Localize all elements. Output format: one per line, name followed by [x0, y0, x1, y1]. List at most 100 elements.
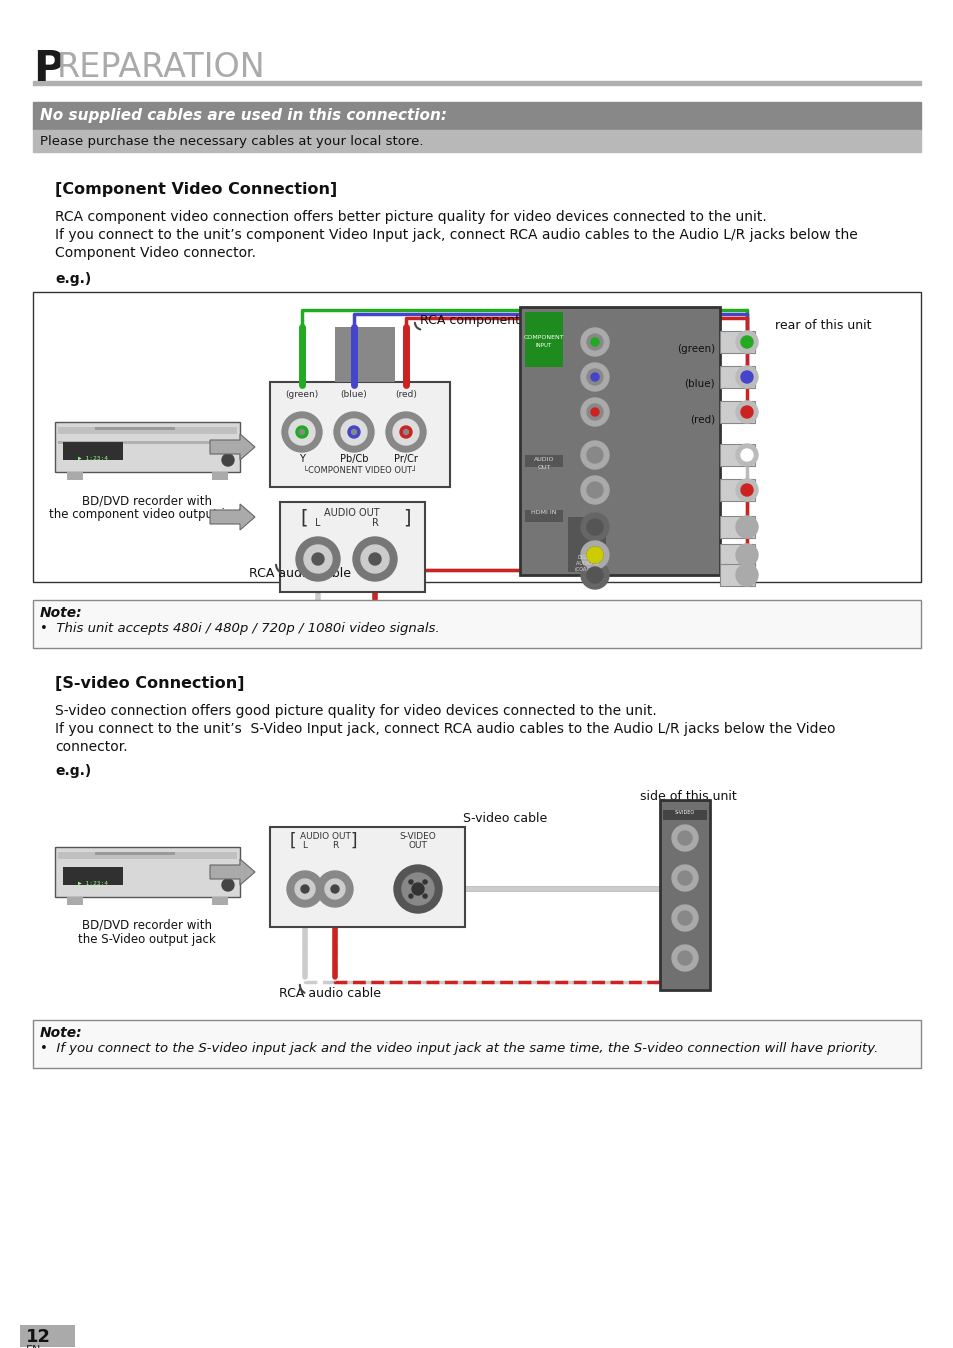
Circle shape	[590, 338, 598, 346]
Bar	[212, 472, 228, 480]
Circle shape	[735, 479, 758, 501]
Circle shape	[316, 871, 353, 907]
Circle shape	[580, 561, 608, 589]
Text: •  This unit accepts 480i / 480p / 720p / 1080i video signals.: • This unit accepts 480i / 480p / 720p /…	[40, 621, 439, 635]
Circle shape	[580, 441, 608, 469]
Circle shape	[294, 879, 314, 899]
Bar	[524, 456, 562, 466]
Bar	[55, 422, 240, 472]
Circle shape	[409, 894, 413, 898]
Bar	[63, 867, 123, 886]
Bar	[95, 427, 174, 430]
Bar	[33, 129, 920, 152]
Bar	[55, 847, 240, 896]
Circle shape	[353, 537, 396, 581]
Text: ]: ]	[402, 508, 410, 527]
Bar	[280, 501, 424, 592]
Bar	[33, 102, 920, 129]
Circle shape	[351, 430, 356, 434]
Circle shape	[586, 369, 602, 386]
Text: S-VIDEO: S-VIDEO	[674, 810, 695, 816]
Circle shape	[312, 553, 324, 565]
Text: L: L	[302, 841, 307, 851]
Circle shape	[678, 911, 691, 925]
Circle shape	[586, 483, 602, 497]
Text: BD/DVD recorder with: BD/DVD recorder with	[82, 493, 212, 507]
Circle shape	[222, 454, 233, 466]
Bar	[720, 516, 754, 538]
Bar	[67, 472, 83, 480]
Circle shape	[586, 404, 602, 421]
Text: 12: 12	[26, 1328, 51, 1347]
Text: AUDIO: AUDIO	[533, 457, 554, 462]
Text: Note:: Note:	[40, 1026, 83, 1041]
Circle shape	[369, 553, 380, 565]
Text: └COMPONENT VIDEO OUT┘: └COMPONENT VIDEO OUT┘	[303, 466, 416, 474]
Circle shape	[289, 419, 314, 445]
Circle shape	[580, 363, 608, 391]
Circle shape	[299, 430, 304, 434]
Circle shape	[586, 519, 602, 535]
Circle shape	[399, 426, 412, 438]
Circle shape	[586, 547, 602, 563]
Bar	[270, 828, 464, 927]
Bar	[58, 852, 236, 859]
Bar	[335, 328, 395, 381]
Circle shape	[403, 430, 408, 434]
Text: RCA component video connection offers better picture quality for video devices c: RCA component video connection offers be…	[55, 210, 766, 224]
Text: •  If you connect to the S-video input jack and the video input jack at the same: • If you connect to the S-video input ja…	[40, 1042, 878, 1055]
Text: (blue): (blue)	[340, 390, 367, 399]
Text: DIGITAL
AUDIO IN
(COAXIAL): DIGITAL AUDIO IN (COAXIAL)	[574, 555, 598, 573]
Text: R: R	[371, 518, 378, 528]
Circle shape	[340, 419, 367, 445]
Text: AUDIO OUT: AUDIO OUT	[324, 508, 379, 518]
Text: connector.: connector.	[55, 740, 128, 754]
Bar	[95, 852, 174, 855]
Text: AUDIO OUT: AUDIO OUT	[299, 832, 350, 841]
Circle shape	[735, 516, 758, 538]
Bar	[33, 81, 920, 85]
Text: (green): (green)	[285, 390, 318, 399]
Text: REPARATION: REPARATION	[57, 51, 266, 84]
Circle shape	[301, 886, 309, 892]
Circle shape	[393, 419, 418, 445]
Text: Pb/Cb: Pb/Cb	[339, 454, 368, 464]
Circle shape	[740, 336, 752, 348]
Text: (red): (red)	[395, 390, 416, 399]
Circle shape	[735, 332, 758, 353]
Text: e.g.): e.g.)	[55, 272, 91, 286]
Bar	[33, 1020, 920, 1068]
Circle shape	[678, 830, 691, 845]
Bar	[567, 518, 605, 572]
Circle shape	[412, 883, 423, 895]
Circle shape	[590, 373, 598, 381]
Circle shape	[394, 865, 441, 913]
Circle shape	[295, 426, 308, 438]
Circle shape	[735, 545, 758, 566]
Text: ▶ 1:23:4: ▶ 1:23:4	[78, 456, 108, 461]
Text: [S-video Connection]: [S-video Connection]	[55, 675, 244, 692]
Bar	[720, 400, 754, 423]
Bar	[33, 600, 920, 648]
Polygon shape	[210, 504, 254, 530]
Circle shape	[331, 886, 338, 892]
Circle shape	[735, 563, 758, 586]
Bar	[662, 810, 706, 820]
Text: rear of this unit: rear of this unit	[774, 319, 871, 332]
Text: ▶ 1:23:4: ▶ 1:23:4	[78, 882, 108, 886]
Circle shape	[422, 894, 427, 898]
Circle shape	[671, 905, 698, 931]
Text: Pr/Cr: Pr/Cr	[394, 454, 417, 464]
Circle shape	[580, 328, 608, 356]
Text: EN: EN	[26, 1345, 41, 1348]
Text: (red): (red)	[689, 414, 714, 425]
Circle shape	[586, 568, 602, 582]
Circle shape	[586, 547, 602, 563]
Text: [: [	[299, 508, 307, 527]
Circle shape	[282, 412, 322, 452]
Circle shape	[287, 871, 323, 907]
Circle shape	[580, 398, 608, 426]
Bar	[519, 307, 720, 576]
Bar	[720, 563, 754, 586]
Text: ]: ]	[350, 832, 356, 851]
